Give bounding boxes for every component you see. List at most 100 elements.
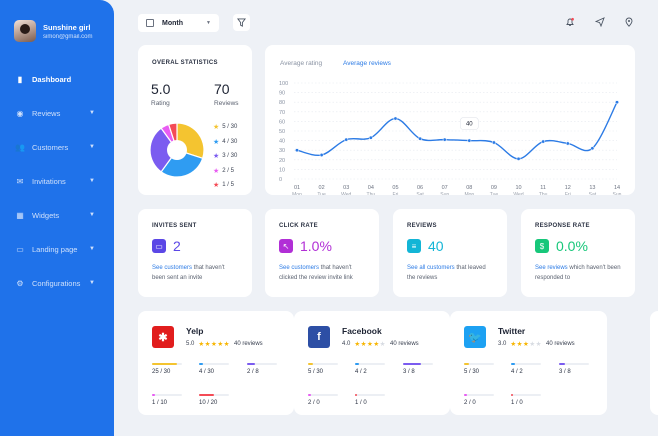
rating-bar-track xyxy=(308,394,338,396)
data-point[interactable] xyxy=(565,141,570,146)
data-point[interactable] xyxy=(393,116,398,121)
stat-title: INVITES SENT xyxy=(152,223,197,229)
yelp-icon: ✱ xyxy=(152,326,174,348)
star-rating: ★★★★★ xyxy=(198,340,230,348)
stat-description: See all customers that leaved the review… xyxy=(407,263,493,283)
overall-statistics-card: OVERAL STATISTICS 5.0 Rating 70 Reviews … xyxy=(138,45,252,195)
y-tick-label: 60 xyxy=(279,119,285,125)
sidebar-item-dashboard[interactable]: ▮ Dashboard xyxy=(0,62,114,96)
x-tick-weekday: Sun xyxy=(440,192,449,195)
rating-bar-label: 5 / 30 xyxy=(308,369,324,375)
rating-bar-track xyxy=(511,363,541,365)
data-point[interactable] xyxy=(295,148,299,153)
data-point[interactable] xyxy=(541,139,546,144)
location-button[interactable] xyxy=(623,16,635,28)
sidebar-item-label: Reviews xyxy=(32,108,61,118)
sidebar-item-invitations[interactable]: ✉ Invitations ▼ xyxy=(0,164,114,198)
rating-bar-fill xyxy=(511,394,513,396)
data-point[interactable] xyxy=(516,156,521,161)
sidebar-item-label: Invitations xyxy=(32,176,66,186)
x-tick-weekday: Wed xyxy=(341,192,351,195)
rating-bar-label: 1 / 10 xyxy=(152,400,168,406)
pie-slice-3-star xyxy=(149,127,178,173)
star-icon: ★ xyxy=(360,341,367,348)
y-tick-label: 0 xyxy=(279,177,282,183)
data-point[interactable] xyxy=(368,135,373,140)
data-point[interactable] xyxy=(319,153,324,157)
card-title: OVERAL STATISTICS xyxy=(152,60,218,66)
star-icon: ★ xyxy=(354,341,361,348)
stat-link[interactable]: See all customers xyxy=(407,265,455,271)
mail-icon: ✉ xyxy=(16,176,24,186)
data-point[interactable] xyxy=(442,137,447,142)
sidebar-item-widgets[interactable]: ▦ Widgets ▼ xyxy=(0,198,114,232)
sidebar-item-reviews[interactable]: ◉ Reviews ▼ xyxy=(0,96,114,130)
rating-bar-fill xyxy=(464,394,467,396)
data-point[interactable] xyxy=(418,136,423,141)
data-point[interactable] xyxy=(491,140,496,145)
x-tick-day: 08 xyxy=(466,185,472,191)
rating-bar-fill xyxy=(355,394,357,396)
data-point[interactable] xyxy=(590,146,595,151)
rating-distribution-pie xyxy=(149,122,205,178)
star-icon: ★ xyxy=(223,341,230,348)
rating-legend: ★ 5 / 30 ★ 4 / 30 ★ 3 / 30 ★ 2 / 5 ★ 1 / 5 xyxy=(213,123,237,196)
source-card-yelp: ✱ Yelp 5.0 ★★★★★ 40 reviews 25 / 30 4 / 30 2 / … xyxy=(138,311,294,415)
rating-bar: 4 / 2 xyxy=(355,363,385,375)
filter-button[interactable] xyxy=(233,14,250,31)
x-tick-weekday: Sun xyxy=(613,192,622,195)
stat-link[interactable]: See reviews xyxy=(535,265,568,271)
period-select[interactable]: Month ▼ xyxy=(138,14,219,32)
sidebar-item-label: Widgets xyxy=(32,210,60,220)
rating-bar-track xyxy=(199,394,229,396)
sidebar-item-landing-page[interactable]: ▭ Landing page ▼ xyxy=(0,232,114,266)
stat-value-row: ▭ 2 xyxy=(152,238,238,254)
legend-item: ★ 2 / 5 xyxy=(213,167,237,175)
y-tick-label: 90 xyxy=(279,91,285,97)
x-tick-day: 10 xyxy=(515,185,521,191)
rating-bar-track xyxy=(464,394,494,396)
profile-email: simon@gmail.com xyxy=(43,33,93,40)
legend-item: ★ 1 / 5 xyxy=(213,181,237,189)
profile[interactable]: Sunshine girl simon@gmail.com xyxy=(14,20,92,42)
y-tick-label: 40 xyxy=(279,139,285,145)
star-icon: ★ xyxy=(535,341,542,348)
avatar xyxy=(14,20,36,42)
notification-button[interactable] xyxy=(564,16,576,28)
star-icon: ★ xyxy=(213,167,220,175)
rating-bar-label: 3 / 8 xyxy=(559,369,571,375)
send-icon xyxy=(595,17,605,27)
legend-label: 2 / 5 xyxy=(222,167,234,174)
x-tick-day: 14 xyxy=(614,185,620,191)
bell-icon xyxy=(566,17,574,26)
star-icon: ★ xyxy=(204,341,211,348)
x-tick-weekday: Fri xyxy=(565,192,571,195)
tab-average-reviews[interactable]: Average reviews xyxy=(343,60,391,67)
star-icon: ★ xyxy=(213,182,220,189)
data-point[interactable] xyxy=(467,138,472,143)
widgets-icon: ▦ xyxy=(16,210,24,220)
tab-average-rating[interactable]: Average rating xyxy=(280,60,323,67)
stat-title: RESPONSE RATE xyxy=(535,223,590,229)
sidebar-item-configurations[interactable]: ⚙ Configurations ▼ xyxy=(0,266,114,300)
chart-tooltip: 40 xyxy=(460,117,479,130)
x-tick-weekday: Sat xyxy=(416,192,424,195)
star-icon: ★ xyxy=(516,341,523,348)
send-button[interactable] xyxy=(594,16,606,28)
source-rating: 4.0 ★★★★★ 40 reviews xyxy=(342,340,419,348)
stat-link[interactable]: See customers xyxy=(279,265,320,271)
chevron-down-icon: ▼ xyxy=(89,110,95,116)
rating-bar-label: 25 / 30 xyxy=(152,369,171,375)
star-icon: ★ xyxy=(213,153,220,160)
cursor-icon: ↖ xyxy=(279,239,293,253)
data-point[interactable] xyxy=(615,100,619,105)
stat-link[interactable]: See customers xyxy=(152,265,193,271)
rating-bar-fill xyxy=(247,363,255,365)
legend-label: 4 / 30 xyxy=(222,138,238,145)
sidebar-item-customers[interactable]: 👥 Customers ▼ xyxy=(0,130,114,164)
data-point[interactable] xyxy=(344,137,349,142)
rating-bar-label: 3 / 8 xyxy=(403,369,415,375)
chevron-down-icon: ▼ xyxy=(89,212,95,218)
rating-bar-label: 4 / 2 xyxy=(355,369,367,375)
